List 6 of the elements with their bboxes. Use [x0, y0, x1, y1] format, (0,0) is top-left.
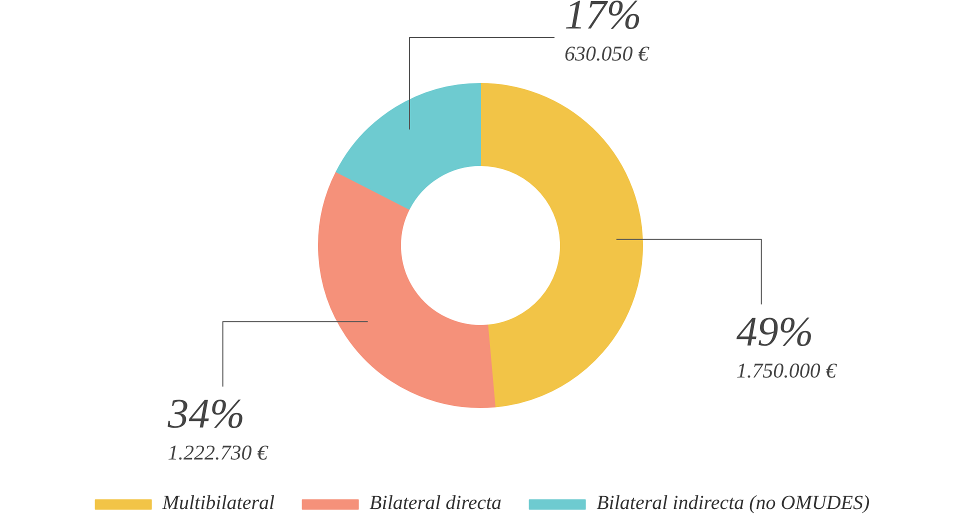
legend-label: Bilateral indirecta (no OMUDES): [596, 492, 870, 515]
data-label: 34% 1.222.730 €: [166, 392, 270, 465]
legend-label: Bilateral directa: [370, 492, 502, 515]
data-label: 49% 1.750.000 €: [736, 309, 838, 382]
data-label: 17% 630.050 €: [564, 0, 650, 66]
legend-label: Multibilateral: [162, 492, 275, 515]
